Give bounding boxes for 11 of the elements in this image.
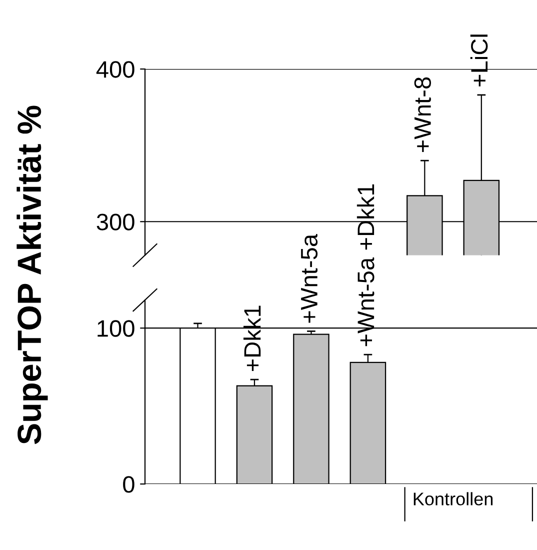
x-tick-label: +LiCl: [470, 34, 488, 86]
x-tick-label: +Wnt-5a +Dkk1: [356, 184, 374, 346]
y-tick-label: 400: [96, 61, 134, 78]
x-tick-label: +Wnt-5a: [301, 234, 318, 323]
y-tick-label: 100: [98, 320, 134, 337]
y-tick-label: 300: [96, 214, 134, 230]
x-tick-label: +Dkk1: [243, 306, 261, 372]
y-tick-label: 0: [123, 476, 134, 493]
y-axis-title: SuperTOP Aktivität %: [16, 106, 48, 444]
x-tick-label: +Wnt-8: [414, 77, 432, 152]
text: Kontrollen: [414, 492, 493, 506]
